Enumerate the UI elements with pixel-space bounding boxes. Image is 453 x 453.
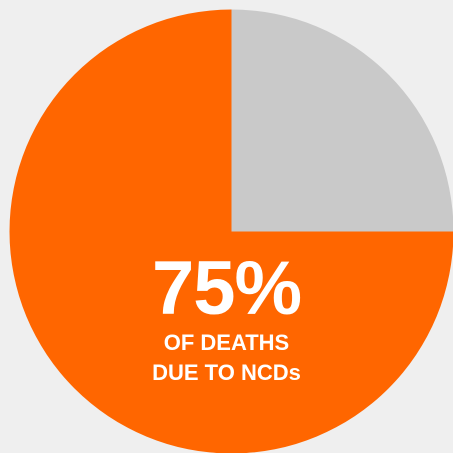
pie-slice-remainder (231, 9, 453, 232)
pie-slice-ncd-deaths (9, 9, 453, 453)
percent-value: 75% (151, 246, 302, 331)
caption-line-2: DUE TO NCDs (152, 360, 301, 385)
center-label: 75% OF DEATHS DUE TO NCDs (0, 250, 453, 388)
caption-line-1: OF DEATHS (163, 330, 290, 355)
